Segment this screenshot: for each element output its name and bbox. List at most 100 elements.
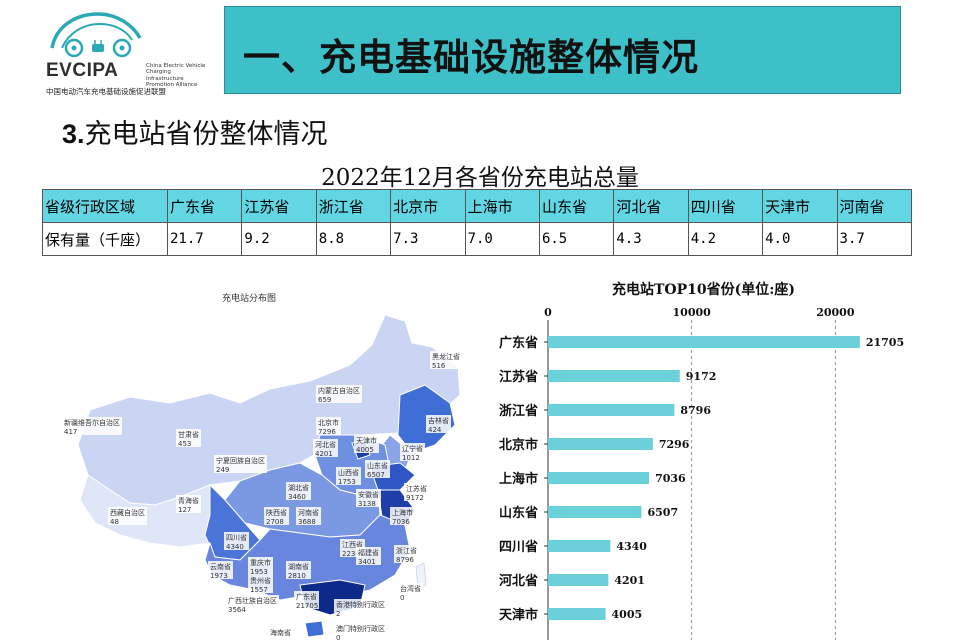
- table-cell-value: 4.3: [613, 222, 689, 256]
- map-label-value: 21705: [296, 602, 318, 610]
- map-label-value: 249: [216, 466, 229, 474]
- map-label-box: [286, 561, 311, 579]
- map-label-value: 1012: [402, 454, 420, 462]
- map-label-name: 香港特别行政区: [336, 600, 385, 609]
- map-label-box: [208, 561, 233, 579]
- category-label: 江苏省: [499, 369, 538, 385]
- table-cell-value: 8.8: [315, 222, 392, 256]
- table-cell-value: 4.2: [687, 222, 764, 256]
- map-label-box: [214, 455, 267, 473]
- map-label-box: [334, 599, 387, 617]
- map-label-box: [226, 595, 279, 613]
- map-label-box: [176, 429, 201, 447]
- map-label-name: 内蒙古自治区: [318, 386, 360, 395]
- map-label-value: 0: [336, 634, 340, 640]
- map-label-box: [430, 351, 462, 369]
- map-label-value: 2: [336, 610, 340, 618]
- map-label-box: [62, 417, 122, 435]
- table-cell-value: 21.7: [166, 222, 243, 256]
- table-cell-value: 7.0: [464, 222, 540, 256]
- map-label-name: 海南省: [270, 628, 291, 637]
- map-label-box: [248, 575, 273, 593]
- category-label: 河北省: [499, 573, 538, 589]
- map-label-name: 四川省: [226, 533, 247, 542]
- top10-bar-chart: 0 10000 20000 广东省 21705 江苏省 9172 浙江省 8796 北京市 7296…: [499, 306, 904, 640]
- map-label-name: 安徽省: [358, 490, 379, 499]
- table-cell-province: 江苏省: [241, 189, 317, 223]
- table-cell-province: 山东省: [538, 189, 615, 223]
- map-label-box: [316, 417, 341, 435]
- map-label-name: 湖北省: [288, 483, 309, 492]
- table-cell-province: 广东省: [166, 189, 243, 223]
- map-label-name: 广东省: [296, 592, 317, 601]
- row-header-region: 省级行政区域: [42, 189, 168, 223]
- section-title-text: 充电站省份整体情况: [84, 119, 328, 150]
- map-label-box: [264, 507, 289, 525]
- bar: [548, 472, 650, 484]
- page-title-bar: 一、充电基础设施整体情况: [224, 6, 901, 94]
- map-label-value: 3688: [298, 518, 316, 526]
- logo-chinese-name: 中国电动汽车充电基础设施促进联盟: [46, 87, 166, 96]
- map-label-box: [365, 460, 390, 478]
- china-choropleth-map: 黑龙江省516吉林省424辽宁省1012内蒙古自治区659新疆维吾尔自治区417…: [62, 314, 462, 640]
- map-region-taiwan: [415, 562, 427, 590]
- map-label-name: 江西省: [342, 540, 363, 549]
- table-cell-province: 浙江省: [315, 189, 392, 223]
- map-label-box: [336, 467, 361, 485]
- section-title: 3.充电站省份整体情况: [62, 112, 328, 151]
- data-label: 4005: [612, 608, 643, 621]
- map-label-name: 宁夏回族自治区: [216, 456, 265, 465]
- map-label-box: [316, 385, 362, 403]
- category-label: 四川省: [499, 539, 538, 555]
- table-cell-province: 北京市: [390, 189, 466, 223]
- x-tick-label: 20000: [816, 306, 855, 319]
- evcipa-logo: EVCIPA China Electric Vehicle Charging I…: [40, 6, 210, 96]
- map-label-box: [398, 583, 423, 601]
- bar: [548, 506, 642, 518]
- map-label-name: 西藏自治区: [110, 508, 145, 517]
- table-value-row: 保有量（千座） 21.7 9.2 8.8 7.3 7.0 6.5 4.3 4.2…: [42, 222, 913, 256]
- map-label-name: 云南省: [210, 562, 231, 571]
- map-label-value: 127: [178, 506, 191, 514]
- map-label-value: 2234: [342, 550, 360, 558]
- charging-station-map: 充电站分布图 黑龙江省 516 吉林省 424 辽宁省 1012 内蒙古自治区 659 新疆维吾…: [60, 285, 480, 640]
- category-label: 广东省: [499, 335, 538, 351]
- ev-car-logo-icon: [50, 12, 142, 58]
- map-label-box: [296, 507, 321, 525]
- data-label: 7296: [659, 438, 690, 451]
- map-label-value: 3564: [228, 606, 246, 614]
- map-label-name: 新疆维吾尔自治区: [64, 418, 120, 427]
- data-label: 4340: [616, 540, 647, 553]
- map-label-box: [108, 507, 147, 525]
- data-label: 4201: [614, 574, 645, 587]
- map-title: 充电站分布图: [222, 294, 277, 304]
- map-label-name: 江苏省: [406, 484, 427, 493]
- map-label-value: 0: [400, 594, 404, 602]
- category-label: 上海市: [499, 471, 538, 487]
- map-label-box: [354, 435, 379, 453]
- map-label: 海南省: [268, 627, 293, 637]
- map-label-name: 吉林省: [428, 416, 449, 425]
- table-cell-value: 7.3: [390, 222, 466, 256]
- map-label-box: [356, 547, 381, 565]
- map-label-name: 重庆市: [250, 558, 271, 567]
